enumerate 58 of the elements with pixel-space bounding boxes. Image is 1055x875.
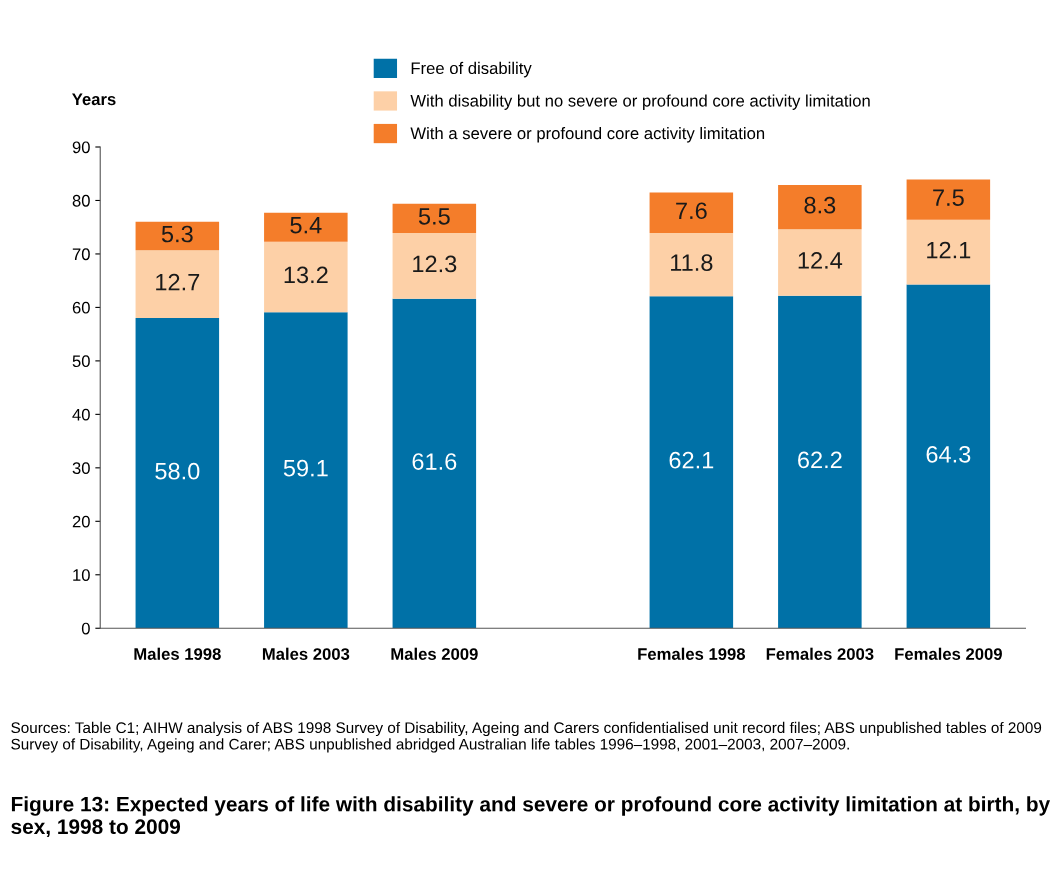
y-tick-label: 40	[72, 408, 90, 421]
data-label: 64.3	[926, 445, 971, 463]
data-label: 58.0	[155, 462, 200, 480]
data-label: 12.7	[156, 273, 200, 291]
x-tick-label: Males 2003	[262, 647, 350, 660]
y-tick-label: 50	[72, 355, 90, 368]
data-label: 62.2	[798, 451, 842, 469]
bar	[264, 241, 348, 313]
source-note: Sources: Table C1; AIHW analysis of ABS 1998 Survey of Disability, Ageing and Carers confidentialised unit record files; ABS unpublished tables of 2009 Survey of Disability, Ageing and Carer; ABS unpublished abridged Australian life tables 1996–1998, 2001–2003, 2007–2009.	[11, 721, 1042, 753]
y-tick-label: 90	[72, 141, 90, 154]
legend-label: With disability but no severe or profound core activity limitation	[410, 94, 870, 110]
x-tick-label: Males 1998	[134, 647, 221, 660]
bar	[778, 295, 862, 629]
y-tick-label: 10	[73, 569, 90, 581]
data-label: 5.3	[161, 225, 193, 243]
bar	[649, 233, 734, 297]
y-tick-label: 80	[72, 194, 90, 207]
bar	[264, 212, 348, 242]
bar	[392, 233, 477, 299]
bar	[392, 203, 477, 234]
y-tick-label: 30	[72, 462, 90, 475]
text: Figure 13: Expected years of life with disability and severe or profound core activity limitation at birth, by sex, 1998 to 2009	[11, 796, 1051, 838]
y-tick-label: 70	[72, 248, 90, 261]
data-label: 7.6	[676, 202, 707, 220]
y-axis-title: Years	[72, 93, 116, 106]
bar	[392, 298, 477, 629]
bar	[135, 250, 220, 319]
data-label: 5.4	[290, 217, 322, 234]
data-label: 12.3	[413, 255, 457, 273]
data-label: 11.8	[671, 254, 713, 271]
x-tick-label: Females 2003	[766, 647, 874, 660]
x-tick-label: Females 1998	[638, 647, 746, 660]
y-tick-label: 0	[81, 622, 90, 635]
y-tick-label: 20	[72, 515, 90, 528]
y-tick-label: 60	[72, 301, 90, 314]
bar	[135, 318, 220, 629]
bar	[649, 192, 734, 234]
bar	[778, 229, 862, 296]
data-label: 8.3	[804, 196, 836, 214]
legend-label: With a severe or profound core activity limitation	[410, 127, 765, 143]
data-label: 5.5	[418, 208, 450, 225]
bar	[778, 184, 862, 230]
bar	[264, 312, 348, 629]
bar	[906, 179, 991, 220]
data-label: 59.1	[283, 459, 328, 477]
legend-label: Free of disability	[411, 61, 532, 78]
data-label: 12.1	[927, 241, 971, 259]
data-label: 61.6	[412, 453, 457, 470]
data-label: 12.4	[798, 252, 843, 269]
bar	[906, 284, 991, 629]
bar	[135, 221, 220, 251]
bar	[649, 296, 734, 629]
bar	[906, 219, 991, 285]
data-label: 7.5	[933, 189, 964, 207]
x-tick-label: Females 2009	[895, 647, 1002, 660]
data-label: 62.1	[669, 451, 714, 469]
x-tick-label: Males 2009	[391, 647, 478, 660]
data-label: 13.2	[284, 266, 328, 284]
